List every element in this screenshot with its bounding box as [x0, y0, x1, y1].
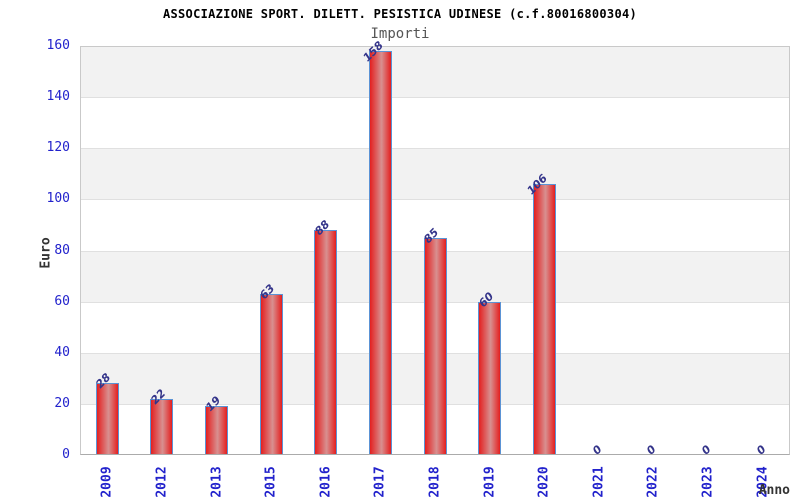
plot-band [80, 46, 790, 97]
gridline [80, 97, 790, 98]
x-tick-label-2022: 2022 [645, 466, 661, 498]
gridline [80, 199, 790, 200]
x-tick-label-2012: 2012 [154, 466, 170, 498]
plot-band [80, 148, 790, 199]
plot-area [80, 46, 790, 455]
x-tick-label-2013: 2013 [209, 466, 225, 498]
x-tick-label-2023: 2023 [700, 466, 716, 498]
bar-2015 [260, 294, 283, 455]
x-tick-label-2016: 2016 [318, 466, 334, 498]
y-tick-label: 140 [46, 89, 70, 104]
bar-2017 [369, 51, 392, 455]
y-tick-label: 40 [54, 345, 70, 360]
bar-2018 [424, 238, 447, 455]
bar-2020 [533, 184, 556, 455]
gridline [80, 148, 790, 149]
y-tick-label: 120 [46, 140, 70, 155]
y-tick-label: 20 [54, 396, 70, 411]
x-tick-label-2019: 2019 [482, 466, 498, 498]
x-tick-label-2015: 2015 [263, 466, 279, 498]
bar-2009 [96, 383, 119, 455]
bar-2012 [150, 399, 173, 455]
y-tick-label: 60 [54, 294, 70, 309]
plot-band [80, 97, 790, 148]
y-tick-label: 80 [54, 243, 70, 258]
x-tick-label-2018: 2018 [427, 466, 443, 498]
x-tick-label-2017: 2017 [372, 466, 388, 498]
chart-title: ASSOCIAZIONE SPORT. DILETT. PESISTICA UD… [162, 7, 638, 21]
x-axis-title: Anno [758, 483, 790, 498]
y-tick-label: 0 [62, 447, 70, 462]
y-tick-label: 100 [46, 191, 70, 206]
x-tick-label-2009: 2009 [99, 466, 115, 498]
gridline [80, 46, 790, 47]
x-tick-label-2021: 2021 [591, 466, 607, 498]
x-tick-label-2020: 2020 [536, 466, 552, 498]
bar-2013 [205, 406, 228, 455]
bar-2016 [314, 230, 337, 455]
chart-subtitle: Importi [370, 26, 430, 42]
y-tick-label: 160 [46, 38, 70, 53]
bar-2019 [478, 302, 501, 455]
